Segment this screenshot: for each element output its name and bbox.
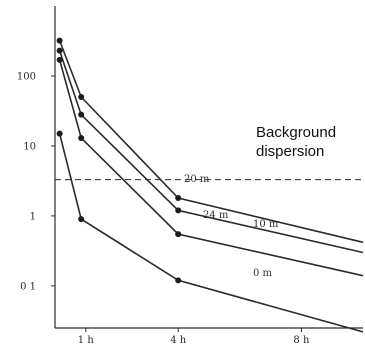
data-point-20m-1 bbox=[78, 94, 85, 101]
x-tick-label-2: 8 h bbox=[293, 335, 310, 346]
ticks: 100 10 1 0 1 1 h 4 h 8 h bbox=[17, 71, 310, 346]
series-label-24m: 24 m bbox=[203, 210, 229, 221]
y-tick-label-2: 1 bbox=[30, 211, 36, 222]
data-point-10m-2 bbox=[175, 231, 182, 238]
series-labels: 20 m 24 m 10 m 0 m bbox=[184, 174, 279, 279]
axes bbox=[54, 6, 363, 329]
background-label-line2: dispersion bbox=[256, 143, 324, 160]
data-point-10m-1 bbox=[78, 134, 85, 141]
data-point-0m-1 bbox=[78, 216, 85, 223]
data-point-10m-0 bbox=[56, 56, 63, 63]
x-tick-label-1: 4 h bbox=[170, 335, 187, 346]
series-line-24m bbox=[58, 50, 364, 254]
series-line-10m bbox=[58, 59, 364, 277]
data-point-0m-0 bbox=[56, 130, 63, 137]
x-tick-label-0: 1 h bbox=[78, 335, 95, 346]
series-group bbox=[56, 37, 364, 333]
data-point-20m-2 bbox=[175, 195, 182, 202]
y-tick-label-3: 0 1 bbox=[20, 281, 36, 292]
background-label-line1: Background bbox=[256, 124, 336, 141]
series-line-0m bbox=[58, 133, 364, 333]
y-tick-label-0: 100 bbox=[17, 71, 36, 82]
data-point-0m-2 bbox=[175, 277, 182, 284]
y-tick-label-1: 10 bbox=[23, 141, 36, 152]
series-line-20m bbox=[58, 40, 364, 244]
data-point-24m-0 bbox=[56, 47, 63, 54]
series-label-20m: 20 m bbox=[184, 174, 210, 185]
data-point-20m-0 bbox=[56, 37, 63, 44]
data-point-24m-2 bbox=[175, 207, 182, 214]
background-dispersion-group: Background dispersion bbox=[55, 124, 363, 181]
series-label-0m: 0 m bbox=[253, 268, 273, 279]
series-label-10m: 10 m bbox=[253, 219, 279, 230]
data-point-24m-1 bbox=[78, 111, 85, 118]
